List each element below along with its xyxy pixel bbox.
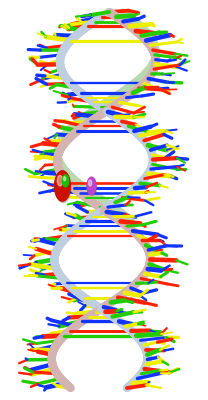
Circle shape [54,171,70,201]
Circle shape [89,180,92,186]
Circle shape [57,175,63,186]
Circle shape [63,175,69,187]
Circle shape [55,172,71,203]
Circle shape [87,177,96,195]
Circle shape [87,178,97,196]
Circle shape [62,175,69,187]
Circle shape [63,177,66,181]
